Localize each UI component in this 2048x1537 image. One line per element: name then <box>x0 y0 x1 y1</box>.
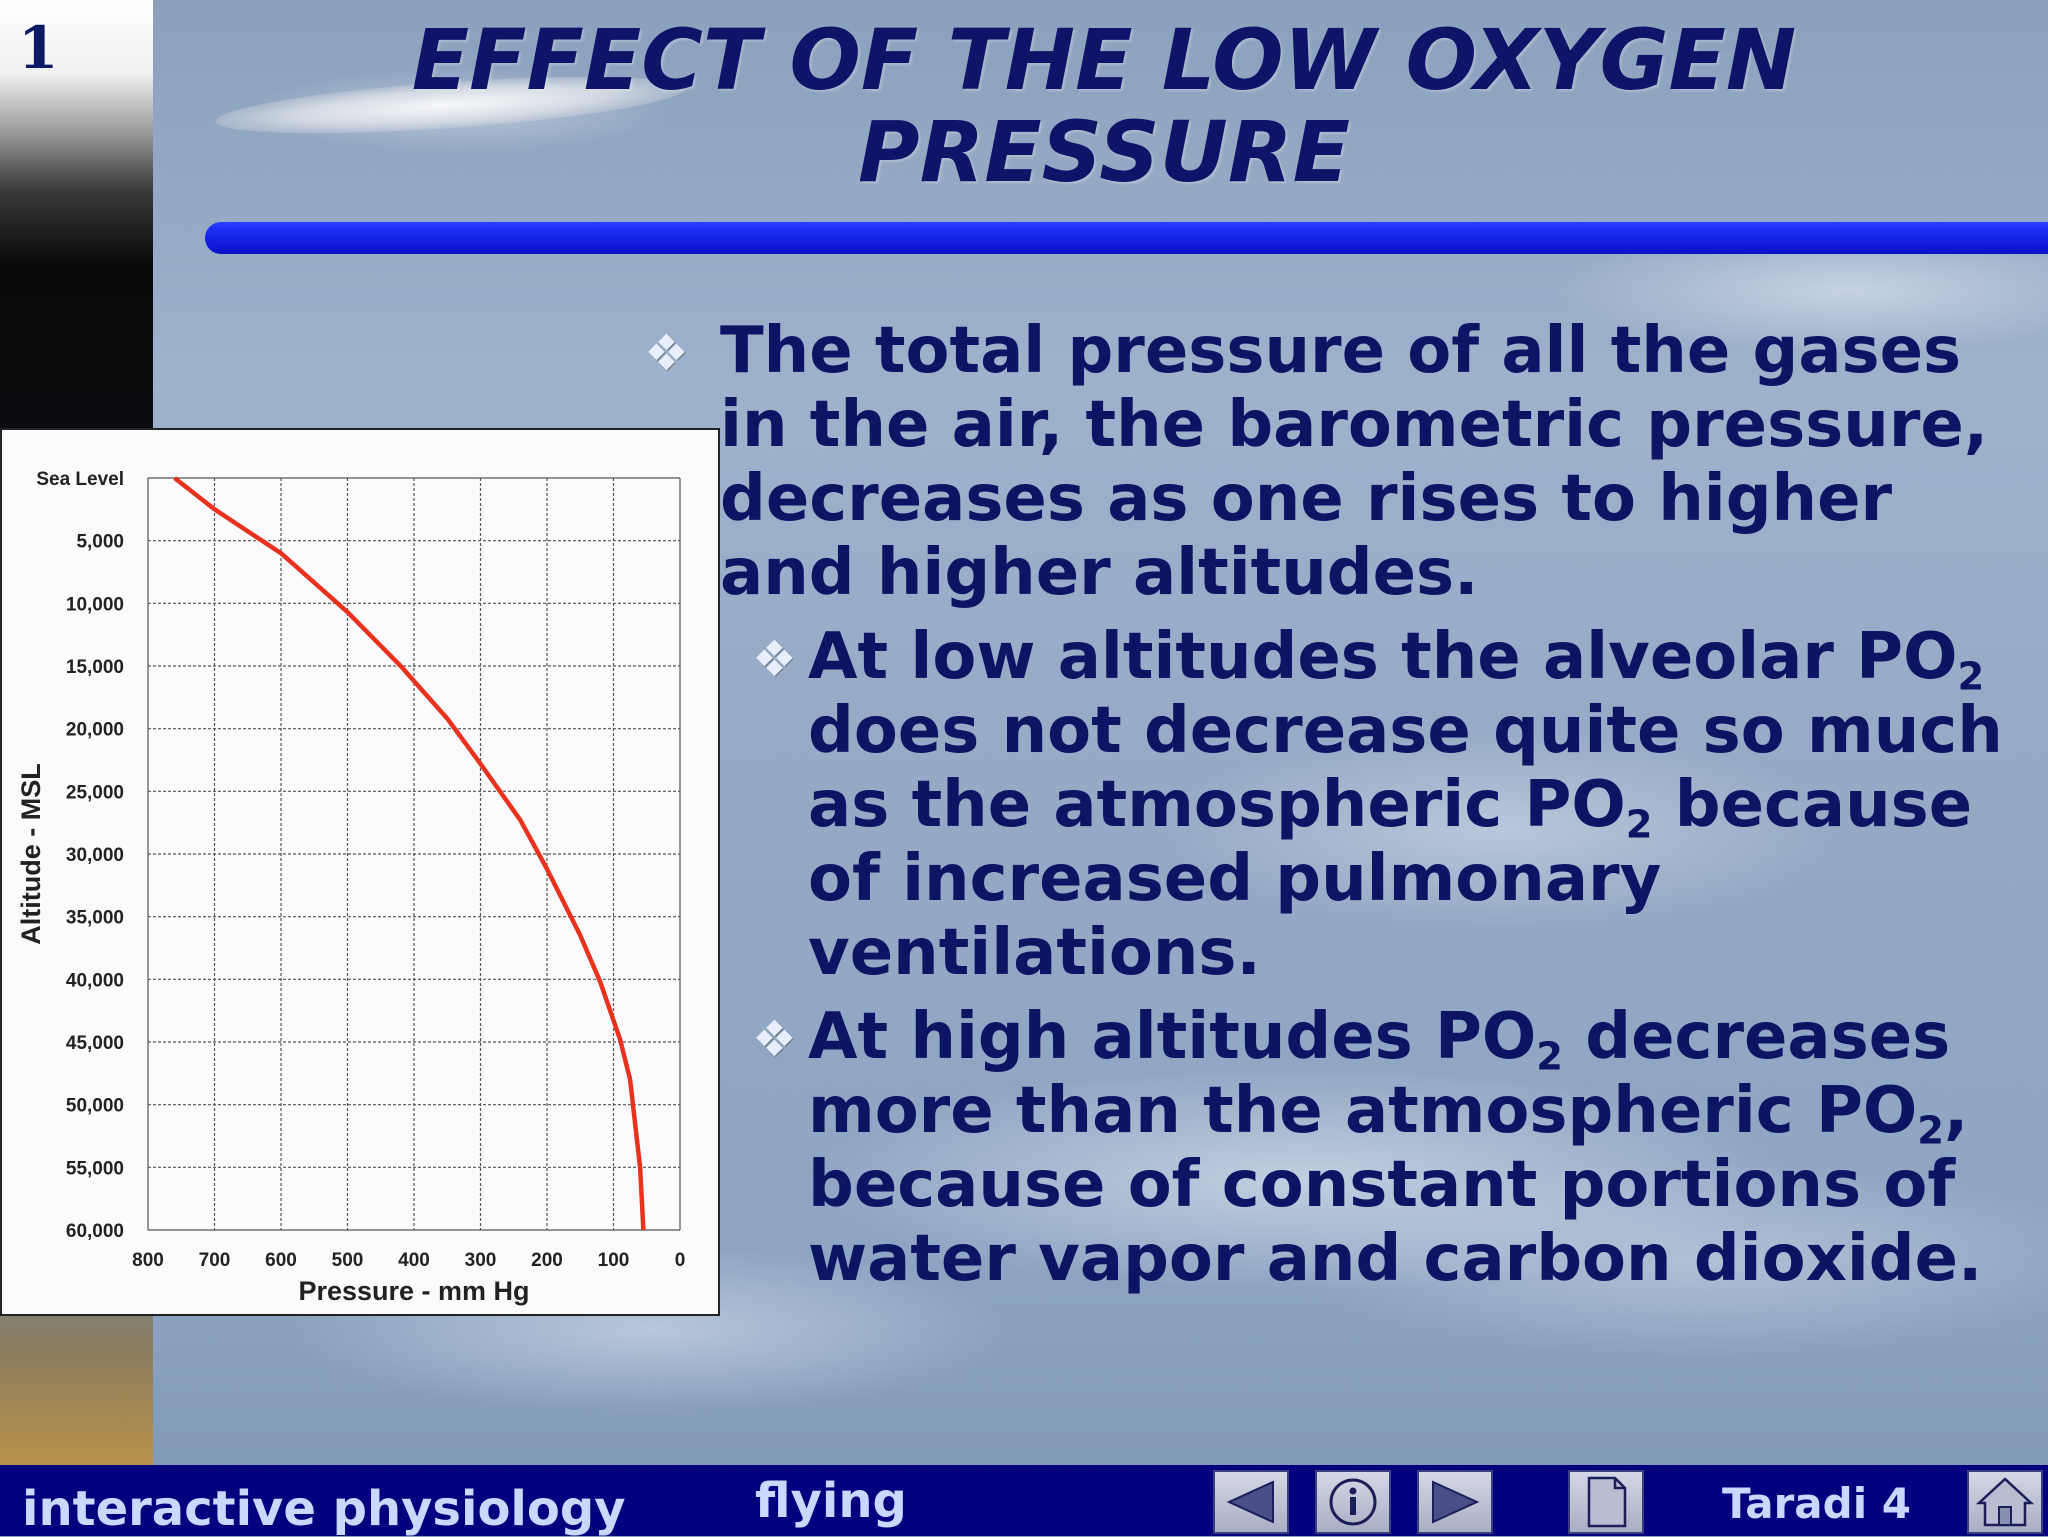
home-button[interactable] <box>1967 1470 2043 1534</box>
x-tick-label: 500 <box>332 1250 364 1271</box>
info-button[interactable] <box>1315 1470 1391 1534</box>
x-tick-label: 200 <box>531 1250 563 1271</box>
bullet-list: ❖ The total pressure of all the gases in… <box>640 314 2040 1296</box>
footer-section: flying <box>755 1473 907 1529</box>
pressure-curve-line <box>173 476 646 1231</box>
bullet-sub-1: ❖ At low altitudes the alveolar PO2 does… <box>640 620 2040 990</box>
title-rule <box>205 222 2048 254</box>
home-icon <box>1975 1477 2035 1527</box>
y-axis-label: Altitude - MSL <box>16 763 46 944</box>
x-tick-label: 100 <box>598 1250 630 1271</box>
x-tick-label: 300 <box>465 1250 497 1271</box>
page-icon <box>1587 1476 1627 1528</box>
bullet-sub-2-text-b: decreases more than the atmospheric PO <box>808 1000 1951 1148</box>
x-axis-label: Pressure - mm Hg <box>298 1276 529 1306</box>
title-line-1: EFFECT OF THE LOW OXYGEN <box>411 11 1797 109</box>
y-tick-label: 15,000 <box>66 657 124 678</box>
chart-svg: Sea Level 5,000 10,000 15,000 20,000 25,000 30… <box>16 469 686 1306</box>
subscript-2: 2 <box>1917 1108 1944 1154</box>
y-tick-label: 20,000 <box>66 720 124 741</box>
y-tick-label: 45,000 <box>66 1033 124 1054</box>
prev-button[interactable] <box>1213 1470 1289 1534</box>
y-tick-label: 10,000 <box>66 594 124 615</box>
subscript-2: 2 <box>1957 654 1985 700</box>
next-button[interactable] <box>1417 1470 1493 1534</box>
info-icon <box>1329 1478 1377 1526</box>
bullet-sub-1-text-a: At low altitudes the alveolar PO <box>808 620 1958 694</box>
footer-author-page: Taradi 4 <box>1722 1479 1911 1528</box>
slide-number: 1 <box>18 14 59 82</box>
subscript-2: 2 <box>1625 802 1653 848</box>
y-tick-label: 35,000 <box>66 908 124 929</box>
subscript-2: 2 <box>1536 1034 1563 1080</box>
triangle-left-icon <box>1226 1480 1274 1524</box>
bullet-sub-1-text-c: because of increased pulmonary ventilati… <box>808 768 1973 990</box>
y-tick-label: 55,000 <box>66 1158 124 1179</box>
page-button[interactable] <box>1568 1470 1644 1534</box>
slide-title: EFFECT OF THE LOW OXYGEN PRESSURE <box>160 14 2048 198</box>
bullet-sub-2-text-a: At high altitudes PO <box>808 1000 1537 1074</box>
footer-app-name: interactive physiology <box>22 1481 626 1537</box>
y-tick-label: 5,000 <box>76 532 124 553</box>
bullet-sub-1-text-b: does not decrease quite so much as the a… <box>808 694 2003 842</box>
y-tick-label: 60,000 <box>66 1221 124 1242</box>
y-tick-label: 50,000 <box>66 1096 124 1117</box>
diamond-bullet-icon: ❖ <box>752 630 797 688</box>
x-tick-label: 600 <box>265 1250 297 1271</box>
x-tick-label: 800 <box>132 1250 164 1271</box>
diamond-bullet-icon: ❖ <box>752 1010 797 1068</box>
bullet-sub-2-text-c: , because of constant portions of water … <box>808 1074 1983 1296</box>
x-tick-label: 0 <box>675 1250 686 1271</box>
diamond-bullet-icon: ❖ <box>644 324 689 382</box>
title-line-2: PRESSURE <box>858 103 1350 201</box>
x-tick-label: 400 <box>398 1250 430 1271</box>
bullet-main-text: The total pressure of all the gases in t… <box>720 314 1989 610</box>
y-tick-label: Sea Level <box>36 469 124 490</box>
bullet-sub-2: ❖ At high altitudes PO2 decreases more t… <box>640 1000 2040 1296</box>
y-tick-label: 25,000 <box>66 782 124 803</box>
bullet-main: ❖ The total pressure of all the gases in… <box>640 314 2040 610</box>
x-tick-label: 700 <box>199 1250 231 1271</box>
y-tick-label: 40,000 <box>66 970 124 991</box>
footer-bar: interactive physiology flying Taradi 4 <box>0 1465 2048 1537</box>
y-tick-label: 30,000 <box>66 845 124 866</box>
triangle-right-icon <box>1432 1480 1480 1524</box>
altitude-pressure-chart: Sea Level 5,000 10,000 15,000 20,000 25,000 30… <box>0 428 720 1316</box>
